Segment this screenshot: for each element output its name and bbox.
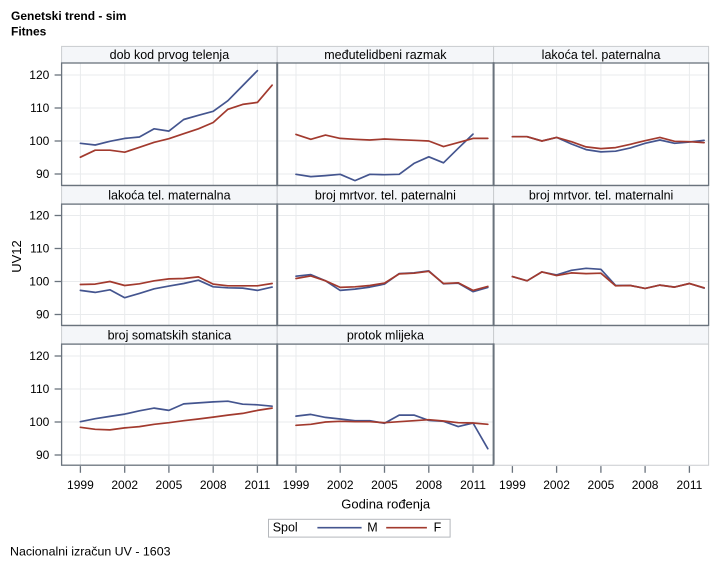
svg-text:100: 100	[29, 134, 49, 148]
svg-text:protok mlijeka: protok mlijeka	[347, 328, 424, 342]
svg-text:međutelidbeni razmak: međutelidbeni razmak	[324, 48, 447, 62]
svg-text:Fitnes: Fitnes	[11, 25, 47, 39]
svg-text:110: 110	[30, 101, 49, 115]
svg-text:90: 90	[36, 167, 50, 181]
svg-text:broj mrtvor. tel. maternalni: broj mrtvor. tel. maternalni	[529, 189, 674, 203]
svg-text:2011: 2011	[244, 478, 270, 492]
svg-text:90: 90	[36, 307, 50, 321]
svg-text:Genetski trend - sim: Genetski trend - sim	[11, 9, 126, 23]
svg-text:2002: 2002	[111, 478, 138, 492]
svg-text:2002: 2002	[327, 478, 354, 492]
svg-text:M: M	[367, 521, 377, 535]
svg-text:Godina rođenja: Godina rođenja	[341, 497, 431, 512]
svg-text:2005: 2005	[588, 478, 615, 492]
svg-text:2008: 2008	[200, 478, 227, 492]
svg-text:lakoća tel. maternalna: lakoća tel. maternalna	[108, 189, 230, 203]
svg-text:1999: 1999	[499, 478, 526, 492]
svg-text:100: 100	[29, 274, 49, 288]
svg-text:F: F	[434, 521, 442, 535]
svg-text:100: 100	[29, 415, 49, 429]
svg-text:2011: 2011	[676, 478, 702, 492]
svg-text:2002: 2002	[543, 478, 570, 492]
svg-text:90: 90	[36, 448, 50, 462]
svg-text:2005: 2005	[371, 478, 398, 492]
svg-text:1999: 1999	[283, 478, 310, 492]
svg-text:UV12: UV12	[9, 240, 24, 273]
svg-text:120: 120	[29, 68, 49, 82]
svg-text:2011: 2011	[460, 478, 486, 492]
svg-text:110: 110	[30, 241, 49, 255]
svg-text:lakoća tel. paternalna: lakoća tel. paternalna	[542, 48, 661, 62]
svg-text:broj mrtvor. tel. paternalni: broj mrtvor. tel. paternalni	[315, 189, 456, 203]
svg-text:120: 120	[29, 349, 49, 363]
svg-text:2008: 2008	[415, 478, 442, 492]
svg-text:2005: 2005	[156, 478, 183, 492]
svg-text:Nacionalni izračun UV - 1603: Nacionalni izračun UV - 1603	[10, 545, 171, 559]
svg-text:120: 120	[29, 208, 49, 222]
svg-text:110: 110	[30, 382, 49, 396]
svg-text:dob kod prvog telenja: dob kod prvog telenja	[110, 48, 230, 62]
svg-text:broj somatskih stanica: broj somatskih stanica	[108, 328, 232, 342]
svg-text:Spol: Spol	[273, 521, 298, 535]
svg-text:2008: 2008	[632, 478, 659, 492]
svg-text:1999: 1999	[67, 478, 94, 492]
